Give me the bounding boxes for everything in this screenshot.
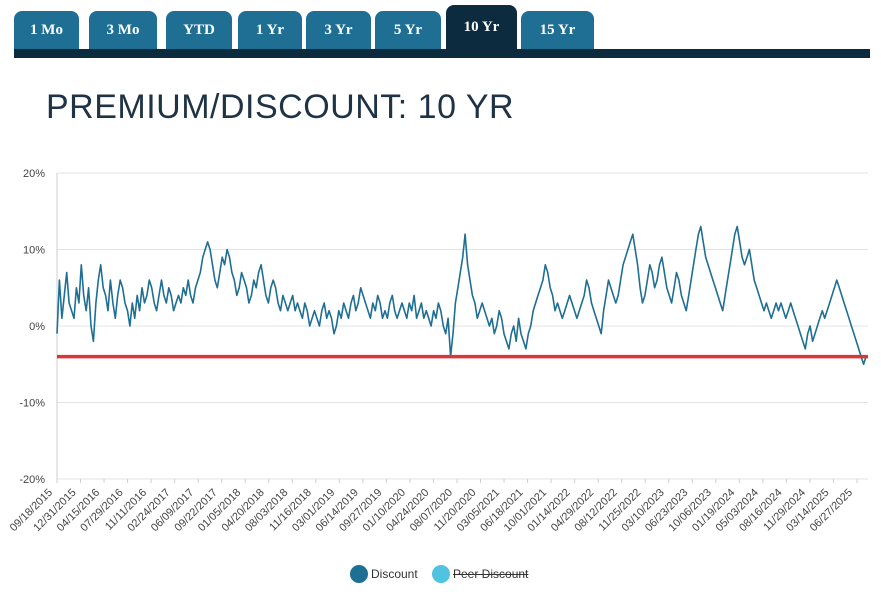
tab-ytd[interactable]: YTD <box>166 11 232 49</box>
y-tick-label: 20% <box>23 168 45 180</box>
tab-10-yr[interactable]: 10 Yr <box>446 5 517 49</box>
legend-discount-label: Discount <box>371 567 418 581</box>
premium-discount-chart: 20%10%0%-10%-20%09/18/201512/31/201504/1… <box>8 168 868 534</box>
tab-1-yr[interactable]: 1 Yr <box>238 11 302 49</box>
legend-peer-marker <box>432 565 450 583</box>
tab-3-yr[interactable]: 3 Yr <box>306 11 371 49</box>
y-tick-label: -20% <box>19 474 45 486</box>
tab-15-yr[interactable]: 15 Yr <box>521 11 594 49</box>
tab-1-mo[interactable]: 1 Mo <box>14 11 79 49</box>
y-tick-label: 10% <box>23 245 45 257</box>
legend-discount-marker <box>350 565 368 583</box>
y-tick-label: 0% <box>29 321 45 333</box>
tab-underline-bar <box>14 49 870 58</box>
legend-item-peer-discount[interactable]: Peer Discount <box>432 565 528 583</box>
discount-series-line <box>56 225 867 366</box>
y-tick-label: -10% <box>19 398 45 410</box>
chart-legend: Discount Peer Discount <box>0 565 881 585</box>
page-title: PREMIUM/DISCOUNT: 10 YR <box>46 88 515 126</box>
legend-item-discount[interactable]: Discount <box>350 565 418 583</box>
tab-5-yr[interactable]: 5 Yr <box>375 11 441 49</box>
tab-strip: 1 Mo 3 Mo YTD 1 Yr 3 Yr 5 Yr 10 Yr 15 Yr <box>14 0 870 58</box>
tab-3-mo[interactable]: 3 Mo <box>89 11 157 49</box>
legend-peer-label: Peer Discount <box>453 567 529 581</box>
